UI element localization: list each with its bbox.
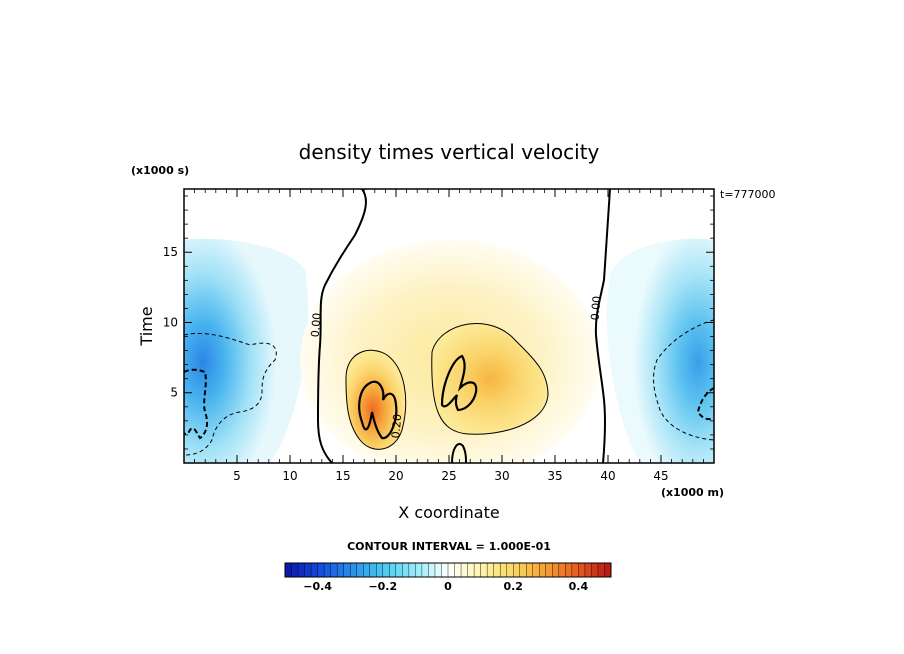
colorbar-cell [545,562,553,578]
contour-labels: 0.00 0.00 0.20 [309,295,604,439]
x-tick-label: 20 [388,469,403,483]
colorbar-cell [330,562,338,578]
colorbar-cell [539,562,547,578]
y-tick-label: 15 [163,245,178,259]
y-scale-label: (x1000 s) [131,164,189,177]
colorbar-cell [499,562,508,578]
colorbar-cell [415,562,423,578]
colorbar-cell [604,562,612,578]
colorbar-cell [304,562,312,578]
x-tick-label: 25 [441,469,456,483]
colorbar-cell [336,562,345,578]
colorbar-cell [571,562,579,578]
negative-region-right [606,238,714,463]
colorbar-cell [493,562,501,578]
colorbar-cell [467,562,475,578]
colorbar-tick-label: −0.4 [303,580,332,593]
x-tick-label: 45 [653,469,668,483]
colorbar-tick-label: 0 [444,580,452,593]
contour-interval-label: CONTOUR INTERVAL = 1.000E-01 [347,540,551,553]
colorbar-cell [421,562,429,578]
colorbar-cell [356,562,364,578]
colorbar-tick-labels: −0.4 −0.2 0 0.2 0.4 [303,580,588,593]
contour-0.2-right [440,354,478,412]
colorbar-cell [526,562,534,578]
positive-core-left [345,350,406,450]
colorbar-cell [408,562,416,578]
y-tick-label: 5 [170,386,178,400]
x-tick-label: 15 [335,469,350,483]
colorbar-cell [565,562,573,578]
colorbar-cell [532,562,540,578]
colorbar-cell [382,562,390,578]
colorbar-cell [284,562,293,578]
contour-0.1-right [431,323,549,435]
colorbar-cell [350,562,358,578]
colorbar-cell [552,562,560,578]
colorbar-cell [558,562,566,578]
colorbar-cell [389,562,397,578]
colorbar-cell [310,562,319,578]
colorbar-cell [473,562,482,578]
colorbar [284,562,612,578]
colorbar-cell [369,562,377,578]
zero-contour-bottom-bump [451,443,467,463]
colorbar-cell [460,562,469,578]
negative-contour-left-inner [184,368,209,440]
colorbar-cell [447,562,456,578]
colorbar-cell [480,562,488,578]
y-axis-label: Time [137,306,156,346]
colorbar-cell [486,562,495,578]
colorbar-cell [291,562,299,578]
zero-contour-right [594,189,611,463]
contour-label: 0.20 [389,413,404,439]
contour-0.2-left [358,380,398,440]
colorbar-cell [434,562,442,578]
colorbar-cell [578,562,586,578]
colorbar-cell [513,562,521,578]
colorbar-tick-label: 0.2 [503,580,523,593]
colorbar-cell [297,562,306,578]
colorbar-cell [376,562,384,578]
colorbar-cell [428,562,436,578]
colorbar-cell [519,562,527,578]
colorbar-tick-label: −0.2 [368,580,397,593]
chart-title: density times vertical velocity [299,140,600,164]
contour-label: 0.00 [588,295,603,321]
x-tick-label: 30 [494,469,509,483]
colorbar-cell [454,562,462,578]
x-tick-label: 35 [547,469,562,483]
x-axis-ticks: 5 10 15 20 25 30 35 40 45 [194,189,704,483]
colorbar-frame [284,562,612,578]
colorbar-cell [317,562,325,578]
colorbar-cell [441,562,449,578]
colorbar-cell [323,562,332,578]
colorbar-cell [584,562,592,578]
heatmap-field [184,189,714,463]
colorbar-cell [395,562,403,578]
colorbar-cell [343,562,351,578]
x-tick-label: 10 [282,469,297,483]
x-tick-label: 40 [600,469,615,483]
x-scale-label: (x1000 m) [661,486,724,499]
contour-label: 0.00 [309,312,324,338]
positive-core-right [431,323,548,435]
colorbar-cell [363,562,371,578]
colorbar-cell [591,562,599,578]
contour-0.1-left [345,349,407,450]
time-stamp-label: t=777000 [720,188,776,201]
colorbar-cell [506,562,514,578]
y-tick-label: 10 [163,315,178,329]
x-tick-label: 5 [233,469,241,483]
x-axis-label: X coordinate [398,503,499,522]
negative-contour-left-outer [184,332,277,456]
negative-region-left [184,238,309,463]
colorbar-tick-label: 0.4 [569,580,589,593]
colorbar-cell [597,562,605,578]
y-axis-ticks: 5 10 15 [163,195,714,450]
colorbar-cell [402,562,410,578]
zero-contour-left [316,189,367,463]
